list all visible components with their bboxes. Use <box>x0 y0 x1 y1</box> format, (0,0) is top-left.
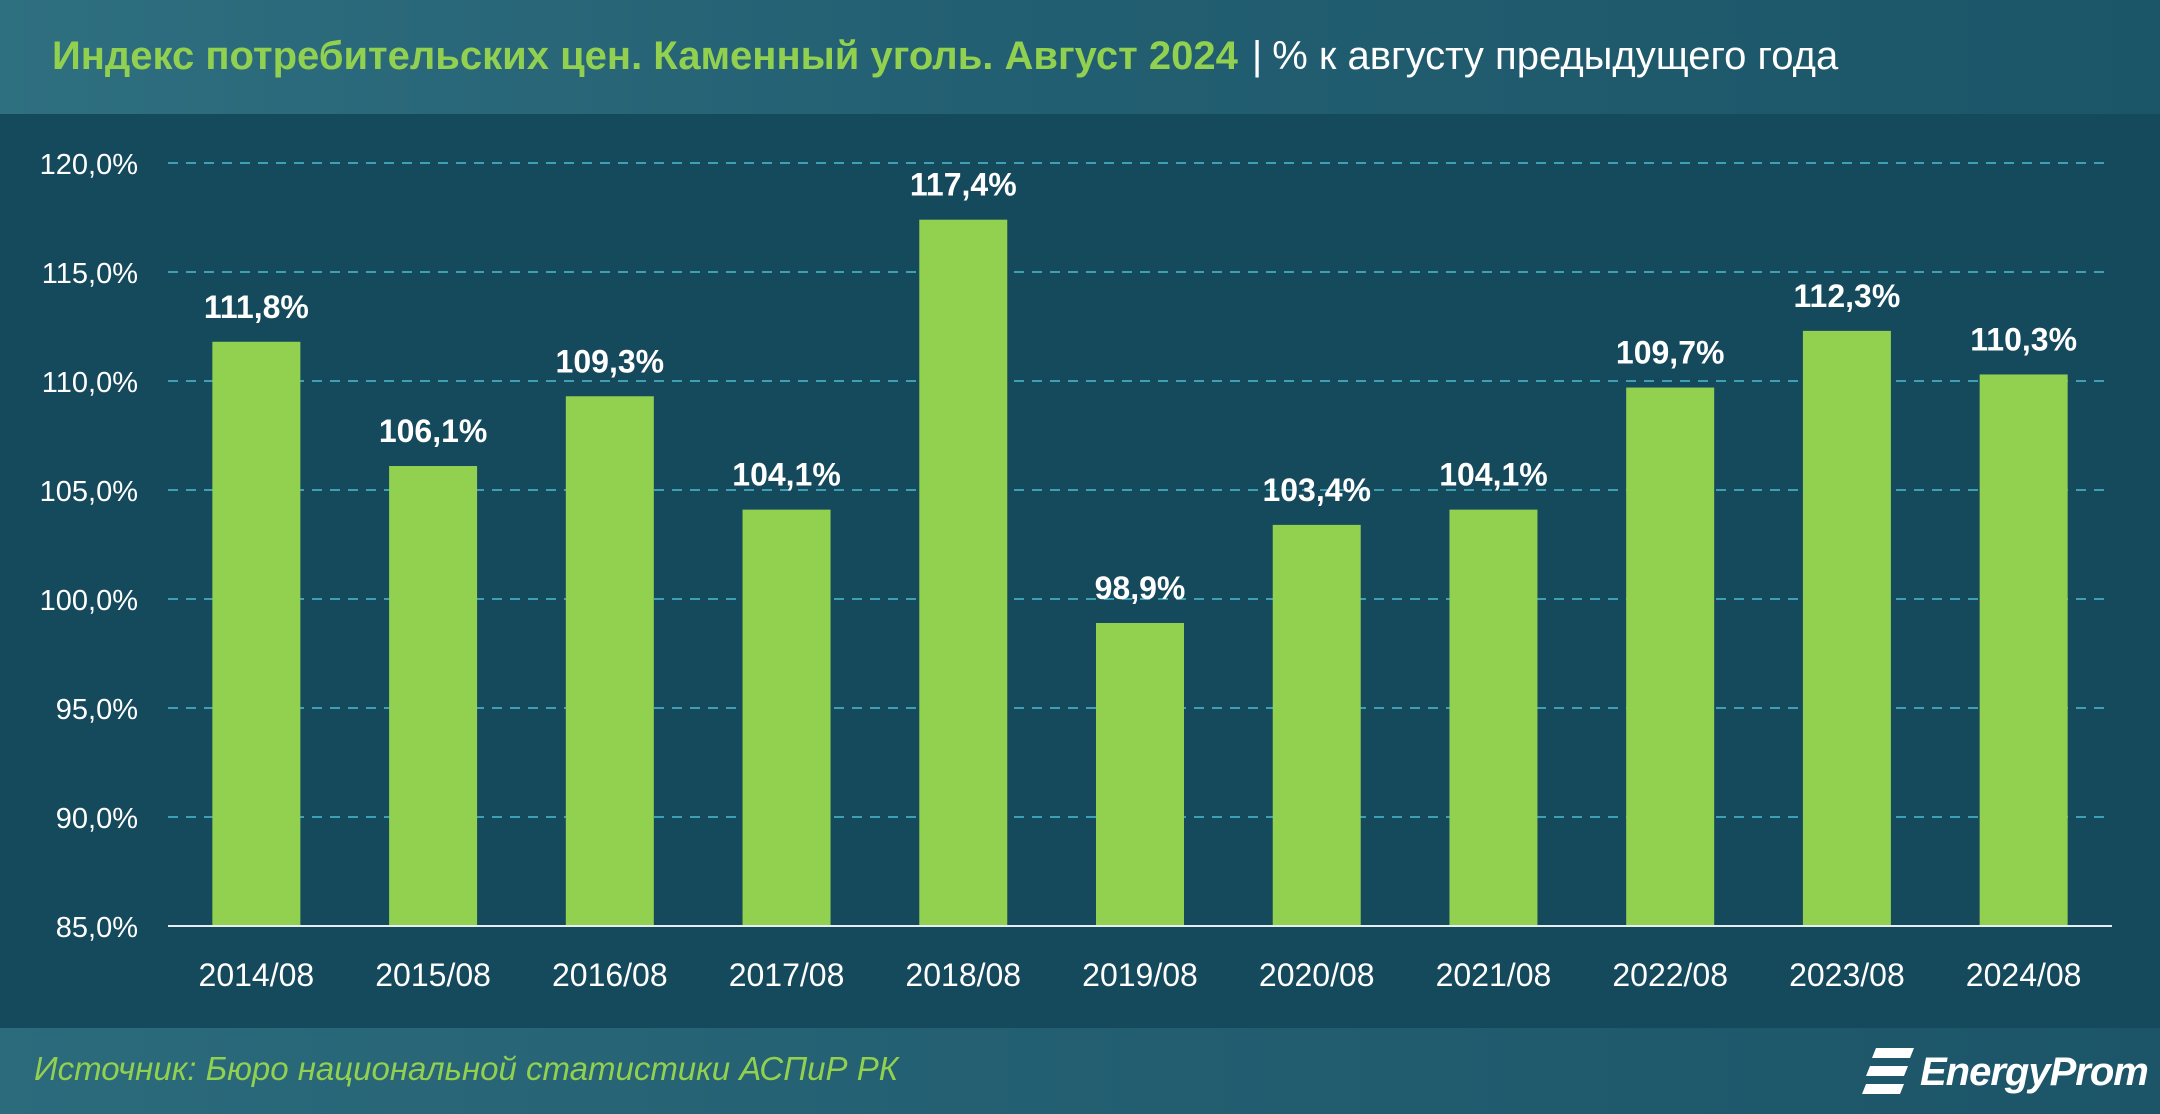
bar <box>1626 387 1715 926</box>
data-label: 98,9% <box>1095 570 1186 606</box>
y-tick-label: 105,0% <box>40 476 138 508</box>
bar <box>212 341 301 926</box>
x-tick-label: 2014/08 <box>199 957 315 993</box>
x-tick-label: 2023/08 <box>1789 957 1905 993</box>
header-bar: Индекс потребительских цен. Каменный уго… <box>0 0 2160 114</box>
title-separator: | <box>1251 34 1263 78</box>
y-tick-label: 90,0% <box>56 803 138 835</box>
x-tick-label: 2022/08 <box>1612 957 1728 993</box>
bar <box>1449 509 1538 926</box>
x-tick-label: 2016/08 <box>552 957 668 993</box>
bar <box>1096 622 1184 926</box>
y-tick-label: 95,0% <box>56 694 138 726</box>
x-tick-label: 2018/08 <box>905 957 1021 993</box>
data-label: 104,1% <box>732 457 841 493</box>
bar-chart: 85,0% 90,0% 95,0% 100,0% 105,0% 110,0% 115,0% 1… <box>40 149 2112 993</box>
data-label: 104,1% <box>1439 457 1548 493</box>
data-label: 109,3% <box>556 343 665 379</box>
x-tick-label: 2017/08 <box>729 957 845 993</box>
y-tick-label: 100,0% <box>40 585 138 617</box>
title-line: Индекс потребительских цен. Каменный уго… <box>52 30 1838 82</box>
data-label: 106,1% <box>379 413 488 449</box>
x-tick-label: 2020/08 <box>1259 957 1375 993</box>
bar <box>1272 524 1361 926</box>
y-tick-label: 120,0% <box>40 149 138 181</box>
data-label: 110,3% <box>1970 321 2077 357</box>
data-label: 112,3% <box>1794 278 1901 314</box>
footer-bar: Источник: Бюро национальной статистики А… <box>0 1028 2160 1114</box>
bar <box>1802 330 1891 926</box>
bar <box>565 396 654 926</box>
y-tick-label: 110,0% <box>42 367 138 399</box>
logo-mark-icon <box>1862 1048 1914 1094</box>
bar <box>389 466 478 926</box>
data-label: 111,8% <box>204 289 309 325</box>
bar <box>742 509 831 926</box>
y-tick-label: 115,0% <box>42 258 138 290</box>
data-label: 109,7% <box>1616 335 1725 371</box>
bar <box>919 219 1008 926</box>
chart-title: Индекс потребительских цен. Каменный уго… <box>52 34 1238 78</box>
data-label: 117,4% <box>910 167 1017 203</box>
chart-subtitle: % к августу предыдущего года <box>1272 34 1839 78</box>
x-tick-label: 2024/08 <box>1966 957 2082 993</box>
data-label: 103,4% <box>1262 472 1371 508</box>
source-note: Источник: Бюро национальной статистики А… <box>34 1050 899 1087</box>
x-tick-label: 2021/08 <box>1436 957 1552 993</box>
bar <box>1979 374 2068 927</box>
logo-text: EnergyProm <box>1920 1050 2149 1094</box>
chart-area: 85,0% 90,0% 95,0% 100,0% 105,0% 110,0% 115,0% 1… <box>0 114 2160 1028</box>
x-tick-label: 2019/08 <box>1082 957 1198 993</box>
energyprom-logo: EnergyProm <box>1862 1042 2149 1102</box>
y-tick-label: 85,0% <box>56 912 138 944</box>
x-tick-label: 2015/08 <box>375 957 491 993</box>
